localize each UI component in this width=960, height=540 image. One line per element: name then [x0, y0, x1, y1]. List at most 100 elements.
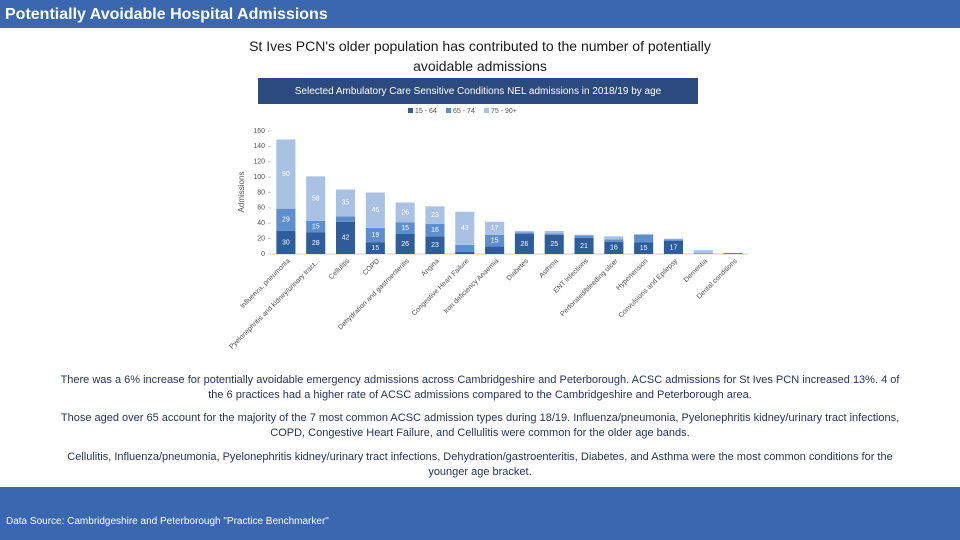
data-label: 46 [371, 207, 379, 214]
data-label: 25 [550, 241, 558, 248]
bar-segment [485, 246, 505, 254]
y-tick-label: 100 [253, 174, 265, 181]
bar-segment [723, 253, 743, 254]
bar-segment [276, 139, 296, 209]
bar-segment [276, 230, 296, 254]
x-tick-label: Diabetes [506, 257, 531, 282]
bar-segment [485, 221, 505, 235]
bar-segment [544, 233, 564, 235]
bar-segment [455, 211, 475, 245]
y-tick-label: 140 [253, 143, 265, 150]
data-label: 23 [431, 212, 439, 219]
bar-segment [604, 236, 624, 240]
paragraph: Those aged over 65 account for the major… [60, 412, 900, 439]
bar-segment [306, 232, 326, 254]
y-tick-label: 20 [257, 235, 265, 242]
data-label: 15 [491, 237, 499, 244]
legend-swatch [446, 108, 451, 113]
x-tick-label: Perforated/bleeding ulcer [559, 257, 620, 318]
y-tick-label: 40 [257, 220, 265, 227]
data-label: 26 [401, 241, 409, 248]
data-label: 16 [610, 245, 618, 252]
bar-segment [335, 221, 356, 254]
bar-segment [574, 234, 594, 236]
bar-segment [276, 208, 296, 231]
bar-segment [395, 234, 415, 254]
x-tick-label: Convulsions and Epilepsy [618, 257, 680, 319]
bar-segment [425, 206, 445, 225]
bar-segment [514, 232, 534, 235]
legend-swatch [484, 108, 489, 113]
chart-title: Selected Ambulatory Care Sensitive Condi… [295, 86, 662, 97]
data-label: 26 [521, 241, 529, 248]
bar-segment [455, 244, 475, 252]
bar-segment [604, 241, 624, 254]
legend-label: 15 - 64 [415, 108, 437, 115]
bar-segment [604, 239, 624, 242]
y-tick-label: 120 [253, 159, 265, 166]
legend-label: 65 - 74 [453, 108, 475, 115]
data-label: 19 [371, 232, 379, 239]
x-tick-label: Influenza, pneumonia [239, 258, 291, 310]
bar-segment [395, 202, 415, 223]
bar-segment [365, 242, 385, 254]
bar-segment [663, 240, 684, 254]
bar-segment [335, 189, 356, 217]
bar-segment [634, 234, 654, 243]
bar-segment [634, 242, 654, 254]
data-label: 16 [431, 227, 439, 234]
data-source: Data Source: Cambridgeshire and Peterbor… [6, 516, 329, 527]
footer-band [0, 487, 960, 540]
data-label: 58 [312, 195, 320, 202]
bar-segment [365, 227, 385, 243]
bar-segment [663, 238, 684, 240]
bar-segment [365, 192, 385, 228]
bar-segment [634, 234, 654, 235]
data-label: 90 [282, 171, 290, 178]
paragraph: Cellulitis, Influenza/pneumonia, Pyelone… [67, 451, 893, 478]
data-label: 15 [371, 245, 379, 252]
bar-segment [663, 239, 684, 241]
legend-label: 75 - 90+ [491, 108, 517, 115]
bar-segment [335, 216, 356, 222]
bar-segment [514, 230, 534, 233]
bar-segment [544, 234, 564, 254]
y-tick-label: 160 [253, 128, 265, 135]
x-tick-label: Iron deficiency Anaemia [443, 258, 501, 316]
data-label: 21 [580, 243, 588, 250]
x-tick-label: Dementia [683, 258, 709, 284]
bar-segment [425, 236, 445, 254]
y-tick-label: 80 [257, 189, 265, 196]
legend-swatch [408, 108, 413, 113]
data-label: 23 [431, 242, 439, 249]
x-tick-label: Cellulitis [328, 257, 352, 281]
data-label: 15 [312, 224, 320, 231]
paragraph: There was a 6% increase for potentially … [60, 374, 900, 401]
bar-segment [574, 235, 594, 238]
bar-segment [395, 222, 415, 235]
chart-title-box [258, 78, 698, 104]
bar-segment [485, 234, 505, 247]
data-label: 15 [401, 225, 409, 232]
bar-segment [544, 230, 564, 234]
chart: Selected Ambulatory Care Sensitive Condi… [228, 78, 748, 351]
x-tick-label: Congestive Heart Failure [411, 258, 471, 318]
bar-segment [693, 250, 713, 254]
y-tick-label: 0 [261, 251, 265, 258]
data-label: 30 [282, 239, 290, 246]
x-tick-label: Angina [420, 258, 440, 278]
data-label: 42 [342, 235, 350, 242]
y-tick-label: 60 [257, 205, 265, 212]
bar-segment [425, 224, 445, 237]
bar-segment [306, 220, 326, 233]
x-tick-label: Asthma [538, 258, 560, 280]
bar-segment [455, 251, 475, 254]
data-label: 15 [640, 245, 648, 252]
bar-segment [514, 234, 534, 254]
data-label: 43 [461, 225, 469, 232]
data-label: 17 [491, 225, 499, 232]
y-axis-label: Admissions [237, 172, 246, 213]
data-label: 17 [670, 244, 678, 251]
data-label: 35 [342, 200, 350, 207]
